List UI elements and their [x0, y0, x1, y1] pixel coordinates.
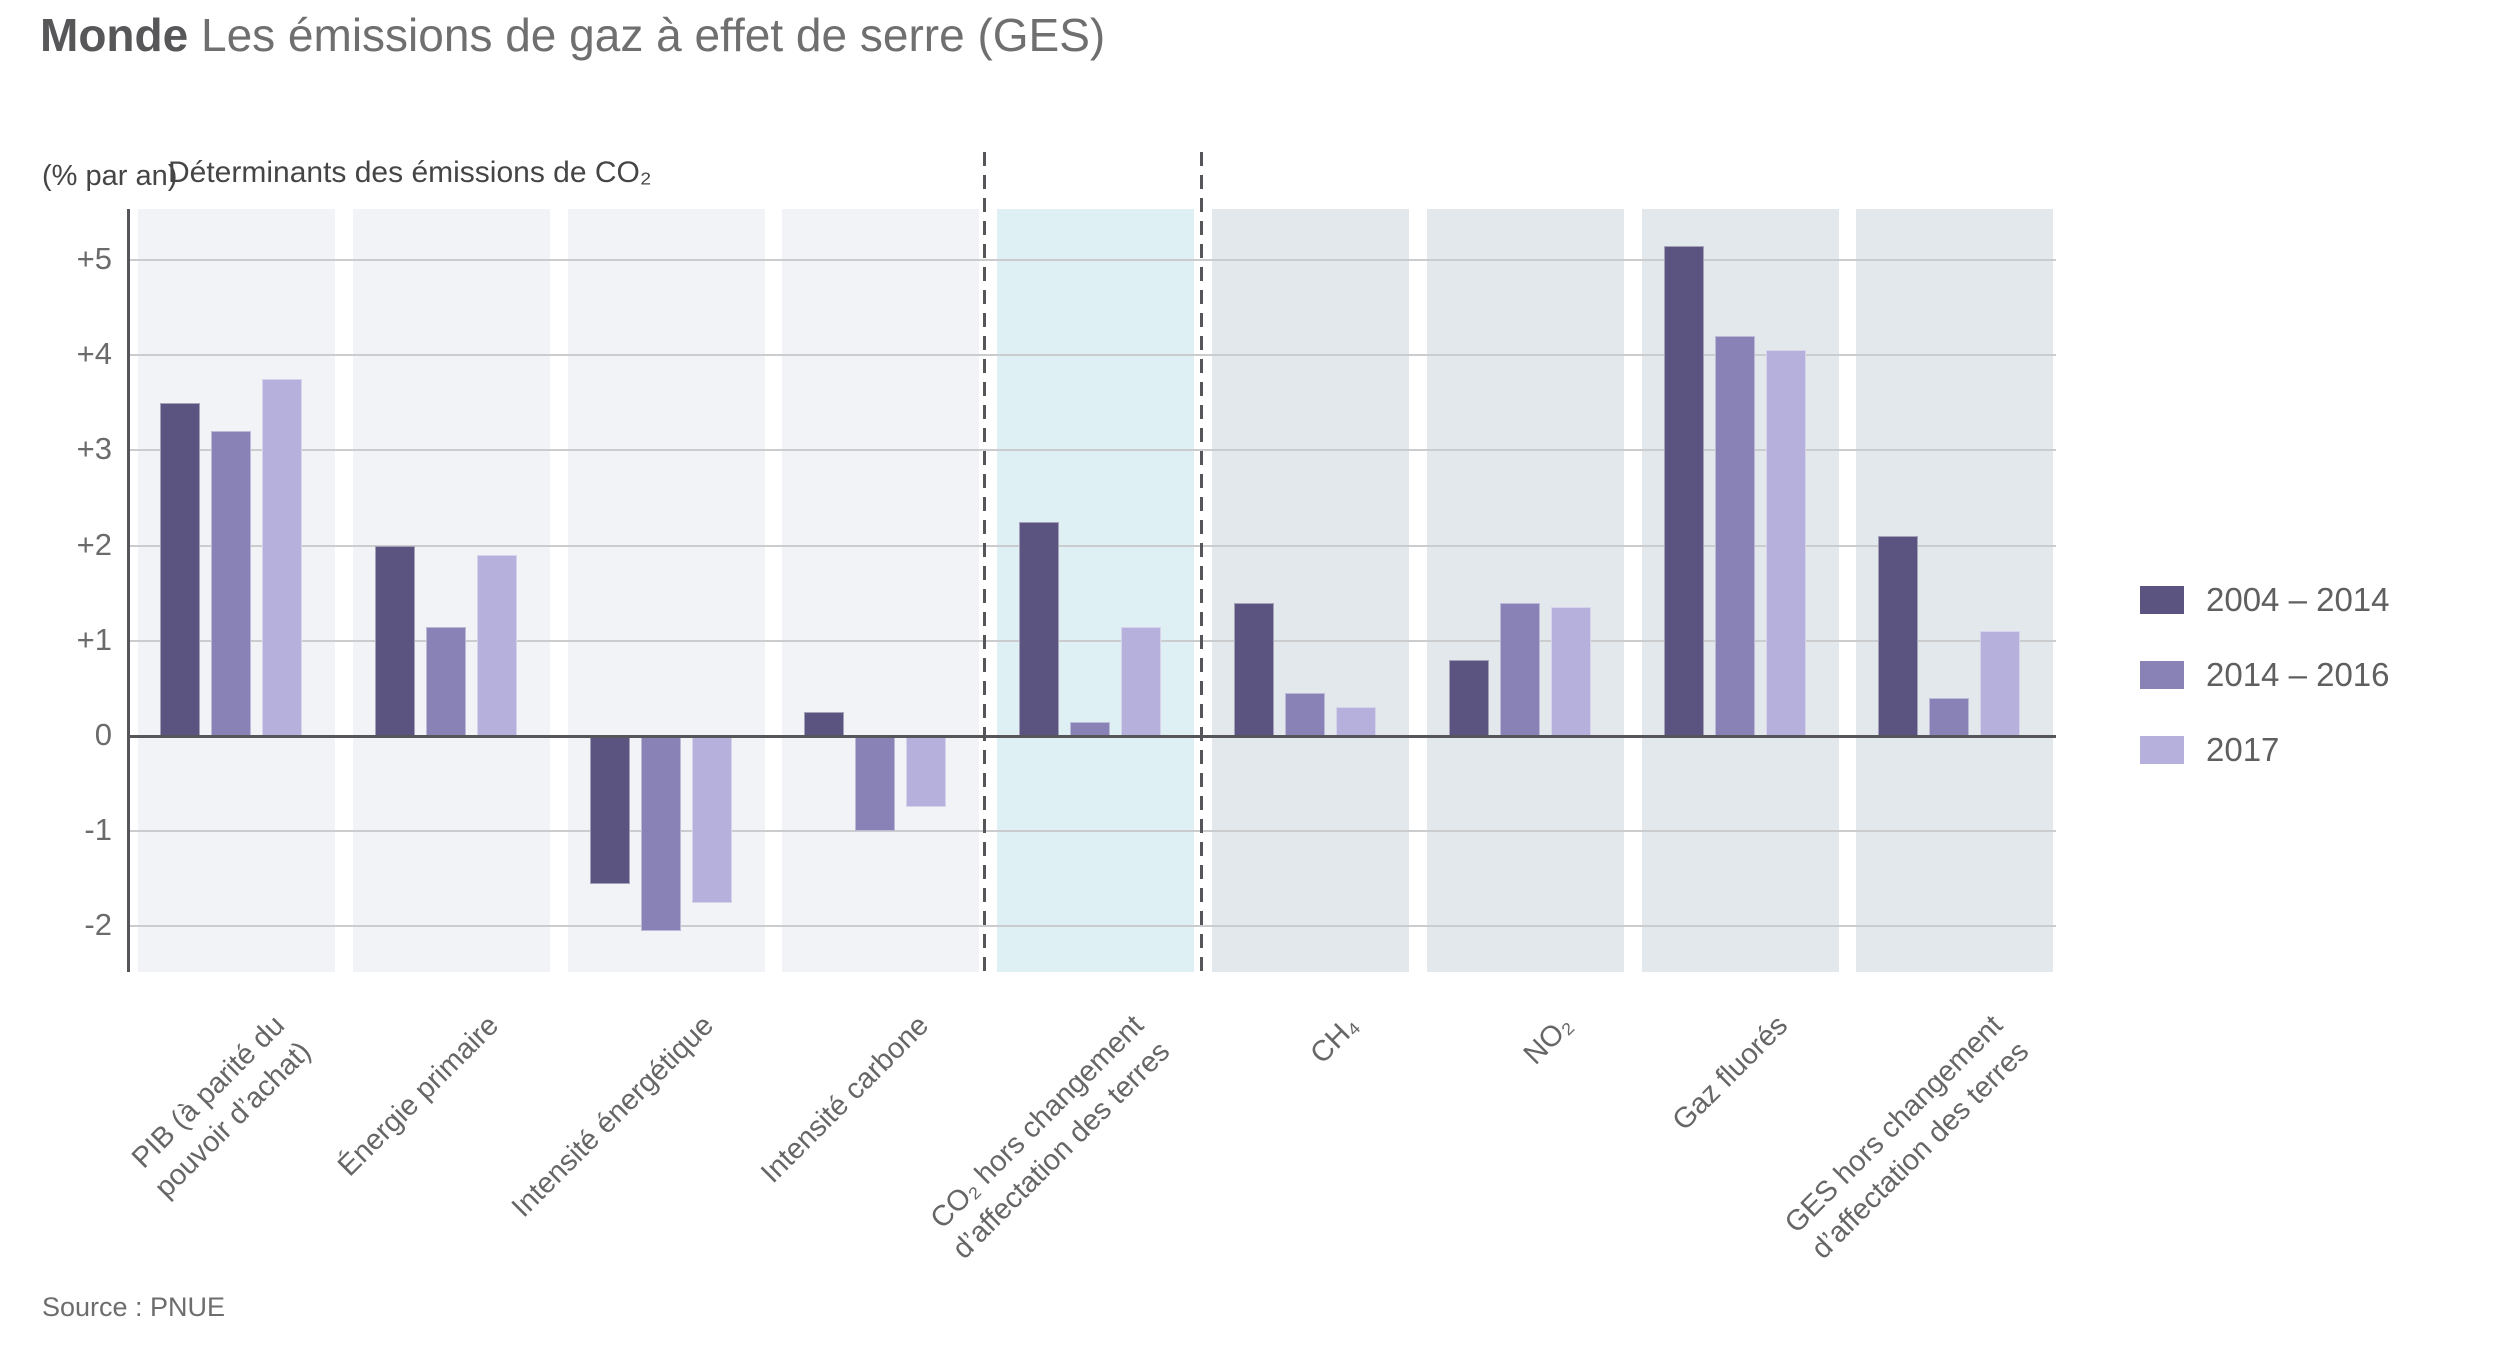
bar — [425, 626, 466, 736]
legend-swatch — [2140, 736, 2184, 764]
gridline — [128, 830, 2056, 833]
gridline — [128, 449, 2056, 452]
bar — [476, 555, 517, 736]
legend-label: 2004 – 2014 — [2206, 581, 2390, 618]
bar — [1448, 659, 1489, 736]
page-title: Monde Les émissions de gaz à effet de se… — [40, 8, 1105, 62]
bar — [1550, 607, 1591, 736]
legend-label: 2014 – 2016 — [2206, 656, 2390, 693]
legend-item: 2014 – 2016 — [2140, 656, 2390, 694]
bar — [1121, 626, 1162, 736]
dashed-separator-line — [982, 152, 986, 972]
dashed-separator-line — [1199, 152, 1203, 972]
zero-axis-line — [128, 734, 2056, 738]
bar — [1663, 245, 1704, 736]
bar — [906, 736, 947, 808]
bar — [262, 379, 302, 736]
bar — [1499, 602, 1540, 736]
legend-label: 2017 — [2206, 731, 2280, 768]
bar — [804, 712, 845, 736]
chart-legend: 2004 – 2014 2014 – 2016 2017 — [2140, 581, 2390, 769]
title-subject: Les émissions de gaz à effet de serre (G… — [200, 9, 1106, 61]
bar — [1765, 350, 1806, 736]
category-panel — [1212, 209, 1409, 972]
category-panel — [1426, 209, 1624, 972]
y-axis-line — [127, 209, 130, 972]
bar — [211, 431, 251, 736]
bar — [1980, 631, 2021, 736]
legend-swatch — [2140, 586, 2184, 614]
gridline — [128, 544, 2056, 547]
bar — [855, 736, 896, 832]
bar — [640, 736, 681, 932]
y-tick-label: +3 — [76, 431, 112, 467]
y-axis-unit-label: (% par an) — [42, 160, 178, 192]
y-tick-label: 0 — [94, 717, 112, 752]
y-tick-label: -2 — [84, 907, 112, 943]
bar — [1019, 521, 1060, 736]
y-tick-label: +1 — [76, 621, 112, 657]
title-region: Monde — [40, 9, 189, 61]
bar — [160, 402, 200, 736]
bar — [1336, 707, 1376, 736]
bar — [1929, 697, 1970, 736]
co2-determinants-section-label: Déterminants des émissions de CO₂ — [168, 156, 652, 189]
category-panel — [782, 209, 980, 972]
gridline — [128, 259, 2056, 261]
bar — [589, 736, 630, 884]
legend-item: 2017 — [2140, 731, 2390, 769]
legend-item: 2004 – 2014 — [2140, 581, 2390, 619]
bar — [1234, 602, 1274, 736]
gridline — [128, 639, 2056, 642]
y-tick-label: +4 — [76, 336, 112, 372]
legend-swatch — [2140, 661, 2184, 689]
bar — [1714, 336, 1755, 736]
bar — [1878, 536, 1919, 736]
bar — [374, 545, 415, 736]
bar — [1285, 693, 1325, 736]
gridline — [128, 354, 2056, 357]
gridline — [128, 925, 2056, 928]
y-tick-label: -1 — [84, 812, 112, 848]
y-tick-label: +2 — [76, 526, 112, 562]
source-label: Source : PNUE — [42, 1292, 226, 1322]
bar — [691, 736, 732, 903]
y-tick-label: +5 — [76, 241, 112, 276]
